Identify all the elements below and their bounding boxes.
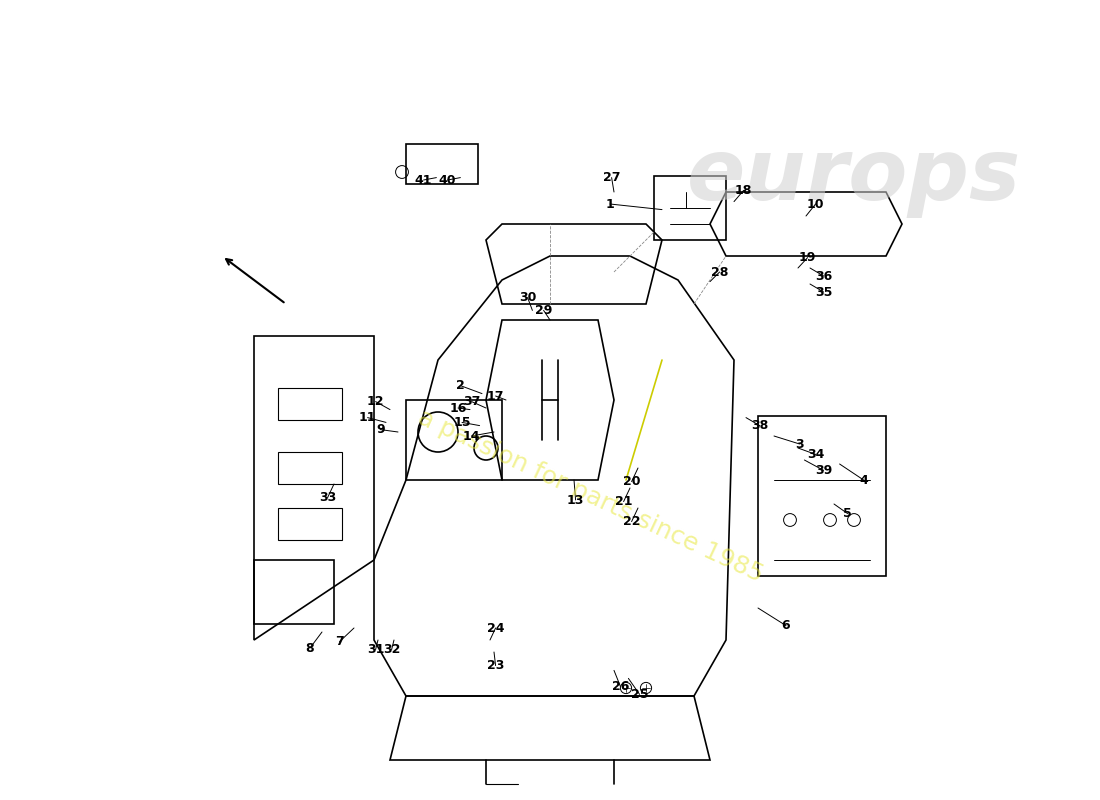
Text: 40: 40 [439, 174, 456, 186]
Text: 36: 36 [815, 270, 833, 282]
Text: 20: 20 [623, 475, 640, 488]
Text: 41: 41 [415, 174, 432, 186]
Text: 21: 21 [615, 495, 632, 508]
Text: 4: 4 [859, 474, 868, 486]
Text: 33: 33 [319, 491, 337, 504]
Text: 25: 25 [630, 688, 648, 701]
Text: 30: 30 [519, 291, 537, 304]
Text: 17: 17 [487, 390, 504, 402]
Text: 1: 1 [606, 198, 615, 210]
Text: 3: 3 [795, 438, 804, 450]
Bar [278, 388, 342, 420]
Text: 37: 37 [463, 395, 481, 408]
Text: 22: 22 [623, 515, 640, 528]
Text: 6: 6 [782, 619, 790, 632]
Text: europs: europs [686, 134, 1021, 218]
Text: 11: 11 [359, 411, 376, 424]
Text: a passion for parts since 1985: a passion for parts since 1985 [414, 405, 767, 587]
Text: 18: 18 [735, 184, 752, 197]
Text: 12: 12 [366, 395, 384, 408]
Text: 9: 9 [376, 423, 385, 436]
Text: 27: 27 [603, 171, 620, 184]
Text: 13: 13 [566, 494, 584, 506]
Text: 2: 2 [456, 379, 465, 392]
Text: 16: 16 [449, 402, 466, 414]
Bar [278, 508, 342, 540]
Bar [406, 144, 478, 184]
Text: 34: 34 [807, 448, 824, 461]
Text: 29: 29 [535, 304, 552, 317]
Text: 10: 10 [807, 198, 824, 210]
Text: 24: 24 [487, 622, 504, 634]
Text: 23: 23 [487, 659, 504, 672]
Text: 15: 15 [453, 416, 471, 429]
Text: 19: 19 [799, 251, 816, 264]
Bar [278, 452, 342, 484]
Text: 32: 32 [383, 643, 400, 656]
Text: 39: 39 [815, 464, 833, 477]
Text: 28: 28 [711, 266, 728, 278]
Text: 35: 35 [815, 286, 833, 298]
Text: 8: 8 [306, 642, 315, 654]
Text: 7: 7 [336, 635, 344, 648]
Text: 26: 26 [612, 680, 629, 693]
Text: 14: 14 [463, 430, 481, 442]
Text: 31: 31 [367, 643, 384, 656]
Text: 5: 5 [844, 507, 852, 520]
Text: 38: 38 [751, 419, 768, 432]
